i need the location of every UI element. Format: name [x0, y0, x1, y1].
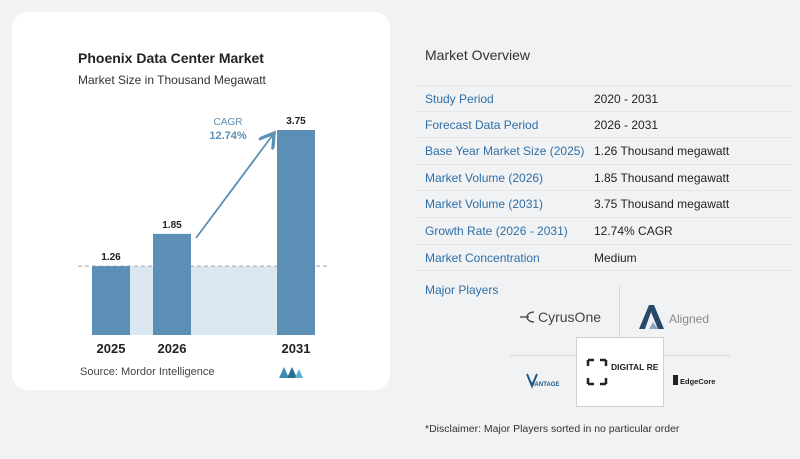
divider: [619, 285, 620, 345]
value-label-2026: 1.85: [162, 220, 182, 231]
value-label-2031: 3.75: [286, 116, 306, 127]
cagr-label: CAGR: [214, 117, 243, 128]
row-value: 1.85 Thousand megawatt: [594, 170, 730, 185]
table-row: Growth Rate (2026 - 2031) 12.74% CAGR: [416, 218, 793, 245]
row-label: Market Concentration: [425, 250, 540, 265]
row-value: 1.26 Thousand megawatt: [594, 144, 730, 159]
table-row: Market Volume (2031) 3.75 Thousand megawa…: [416, 191, 793, 218]
vantage-logo: VANTAGE: [526, 373, 559, 389]
cagr-arrow: [195, 136, 272, 239]
edgecore-logo: EdgeCore: [673, 375, 715, 386]
overview-title: Market Overview: [425, 47, 531, 63]
bar-chart: 1.26 2025 1.85 2026 3.75 2031 CAGR 12.74%: [78, 116, 328, 356]
disclaimer: *Disclaimer: Major Players sorted in no …: [425, 423, 680, 435]
chart-subtitle: Market Size in Thousand Megawatt: [78, 73, 266, 87]
chart-title: Phoenix Data Center Market: [78, 50, 264, 66]
cyrusone-logo: CyrusOne: [520, 309, 601, 325]
market-overview-panel: Market Overview Study Period 2020 - 2031 …: [400, 0, 800, 459]
row-label: Base Year Market Size (2025): [425, 144, 585, 159]
vantage-wordmark: VANTAGE: [531, 382, 559, 388]
row-label: Forecast Data Period: [425, 117, 539, 132]
edgecore-wordmark: EdgeCore: [680, 377, 715, 386]
overview-table: Study Period 2020 - 2031 Forecast Data Pe…: [416, 85, 793, 272]
table-row: Base Year Market Size (2025) 1.26 Thousan…: [416, 138, 793, 165]
row-value: Medium: [594, 250, 637, 265]
table-row: Study Period 2020 - 2031: [416, 85, 793, 112]
row-label: Study Period: [425, 92, 494, 106]
category-label-2026: 2026: [158, 341, 187, 356]
cyrusone-wordmark: CyrusOne: [538, 309, 601, 325]
row-label: Market Volume (2031): [425, 197, 544, 212]
row-value: 3.75 Thousand megawatt: [594, 197, 730, 212]
row-label: Market Volume (2026): [425, 170, 544, 185]
row-value: 2026 - 2031: [594, 117, 659, 132]
row-value: 2020 - 2031: [594, 92, 659, 106]
digital-realty-box: [576, 337, 664, 407]
aligned-logo: Aligned: [639, 305, 709, 329]
major-players-label: Major Players: [425, 283, 499, 297]
mordor-intelligence-logo: [279, 367, 303, 378]
bar-2025: [92, 266, 130, 335]
row-label: Growth Rate (2026 - 2031): [425, 223, 568, 238]
cagr-value: 12.74%: [209, 130, 247, 142]
bar-2026: [153, 233, 191, 335]
table-row: Forecast Data Period 2026 - 2031: [416, 112, 793, 139]
table-row: Market Concentration Medium: [416, 245, 793, 272]
row-value: 12.74% CAGR: [594, 223, 673, 238]
digital-realty-wordmark: DIGITAL REALTY: [611, 362, 658, 372]
bar-2031: [277, 130, 315, 335]
value-label-2025: 1.26: [101, 252, 121, 263]
aligned-wordmark: Aligned: [669, 312, 709, 326]
digital-realty-logo: DIGITAL REALTY: [586, 358, 658, 386]
category-label-2025: 2025: [97, 341, 126, 356]
category-label-2031: 2031: [282, 341, 311, 356]
table-row: Market Volume (2026) 1.85 Thousand megawa…: [416, 165, 793, 192]
source-text: Source: Mordor Intelligence: [80, 366, 215, 378]
